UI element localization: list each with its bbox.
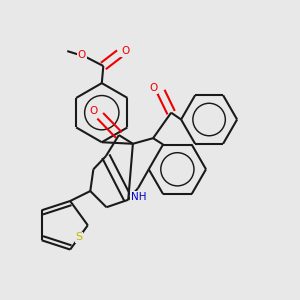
Text: O: O (121, 46, 129, 56)
Text: O: O (77, 50, 86, 60)
Text: O: O (89, 106, 98, 116)
Text: S: S (75, 232, 82, 242)
Text: NH: NH (131, 192, 147, 202)
Text: O: O (149, 83, 157, 93)
